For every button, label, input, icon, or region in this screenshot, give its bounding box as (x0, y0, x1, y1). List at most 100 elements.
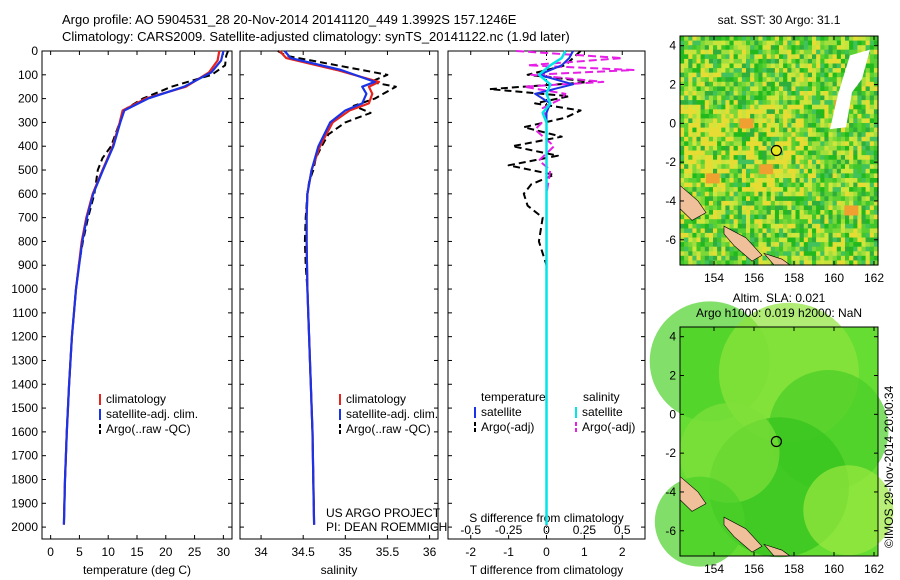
sst-cell (791, 45, 797, 51)
sst-cell (816, 164, 821, 170)
sst-cell (845, 187, 850, 193)
sst-cell (717, 127, 722, 133)
sst-cell (766, 210, 772, 216)
sst-cell (836, 36, 842, 42)
sst-cell (692, 164, 698, 170)
sst-cell (853, 36, 858, 42)
sst-cell (729, 40, 735, 46)
sst-cell (816, 173, 821, 179)
sst-cell (861, 95, 867, 101)
sst-cell (832, 228, 838, 234)
sst-cell (746, 136, 751, 142)
sst-cell (816, 118, 821, 124)
sst-cell (812, 196, 817, 202)
sst-cell (799, 86, 805, 92)
difference-legend-temp-satellite-label: satellite (481, 405, 522, 419)
sst-cell (696, 260, 702, 266)
sst-cell (762, 132, 768, 138)
sst-cell (853, 228, 858, 234)
sst-cell (869, 191, 875, 197)
sst-cell (807, 63, 813, 69)
sst-cell (865, 95, 871, 101)
sst-cell (787, 219, 792, 225)
sst-cell (684, 150, 689, 156)
sst-cell (758, 77, 764, 83)
sst-cell (754, 168, 759, 174)
sst-cell (692, 246, 698, 252)
sst-cell (869, 58, 875, 65)
sst-cell (770, 136, 776, 142)
sst-cell (791, 118, 797, 124)
sst-cell (725, 109, 731, 115)
sst-cell (795, 86, 801, 92)
sst-cell (704, 91, 710, 97)
sst-cell (787, 196, 792, 202)
sst-cell (787, 191, 792, 197)
sst-cell (783, 168, 788, 174)
sst-cell (836, 81, 842, 87)
sst-cell (713, 182, 718, 188)
sst-cell (799, 113, 805, 120)
sst-cell (725, 95, 731, 101)
sst-cell (680, 219, 685, 225)
sst-cell (717, 95, 722, 101)
sst-cell (873, 68, 879, 74)
sst-cell (840, 68, 846, 74)
sst-cell (750, 173, 755, 179)
sst-cell (853, 95, 858, 101)
sla-anomaly-blob (654, 476, 745, 567)
sst-cell (766, 104, 772, 110)
sst-cell (799, 63, 805, 69)
sst-cell (869, 72, 875, 78)
sst-cell (779, 86, 784, 92)
sst-cell (721, 155, 726, 161)
sst-cell (725, 173, 731, 179)
sst-cell (692, 77, 698, 83)
sst-cell (791, 255, 797, 261)
sst-cell (799, 187, 805, 193)
sst-cell (824, 159, 830, 165)
sst-cell (741, 68, 747, 74)
argo-float-marker (770, 144, 783, 157)
sst-cell (824, 200, 830, 207)
sst-cell (770, 223, 776, 229)
sst-cell (750, 145, 755, 152)
sst-cell (770, 187, 776, 193)
sst-cell (840, 72, 846, 78)
sst-cell (680, 178, 685, 184)
sst-cell (696, 100, 702, 106)
sst-cell (820, 132, 825, 138)
sst-cell (840, 228, 846, 234)
sst-cell (708, 100, 714, 106)
sst-cell (737, 191, 743, 197)
sst-cell (733, 200, 739, 207)
sst-cell (824, 191, 830, 197)
sst-cell (832, 49, 838, 55)
sst-cell (853, 237, 858, 243)
sst-cell (795, 91, 801, 97)
sst-cell (783, 210, 788, 216)
sst-cell (853, 127, 858, 133)
sst-cell (828, 91, 834, 97)
sst-cell (680, 251, 685, 257)
depth-tick-label: 1800 (11, 472, 38, 486)
sst-cell (704, 141, 710, 147)
sst-cell (803, 68, 809, 74)
sst-cell (713, 45, 718, 51)
sst-cell (717, 123, 722, 129)
sst-cell (684, 104, 689, 110)
sst-cell (733, 127, 739, 133)
sst-cell (721, 95, 726, 101)
sst-cell (737, 196, 743, 202)
sst-cell (816, 123, 821, 129)
sst-cell (861, 132, 867, 138)
sst-cell (836, 255, 842, 261)
sst-cell (754, 36, 759, 42)
sst-cell (704, 136, 710, 142)
sst-cell (816, 104, 821, 110)
sst-cell (733, 164, 739, 170)
sst-cell (783, 219, 788, 225)
sst-cell (787, 63, 792, 69)
sst-cell (696, 58, 702, 65)
sst-cell (741, 168, 747, 174)
